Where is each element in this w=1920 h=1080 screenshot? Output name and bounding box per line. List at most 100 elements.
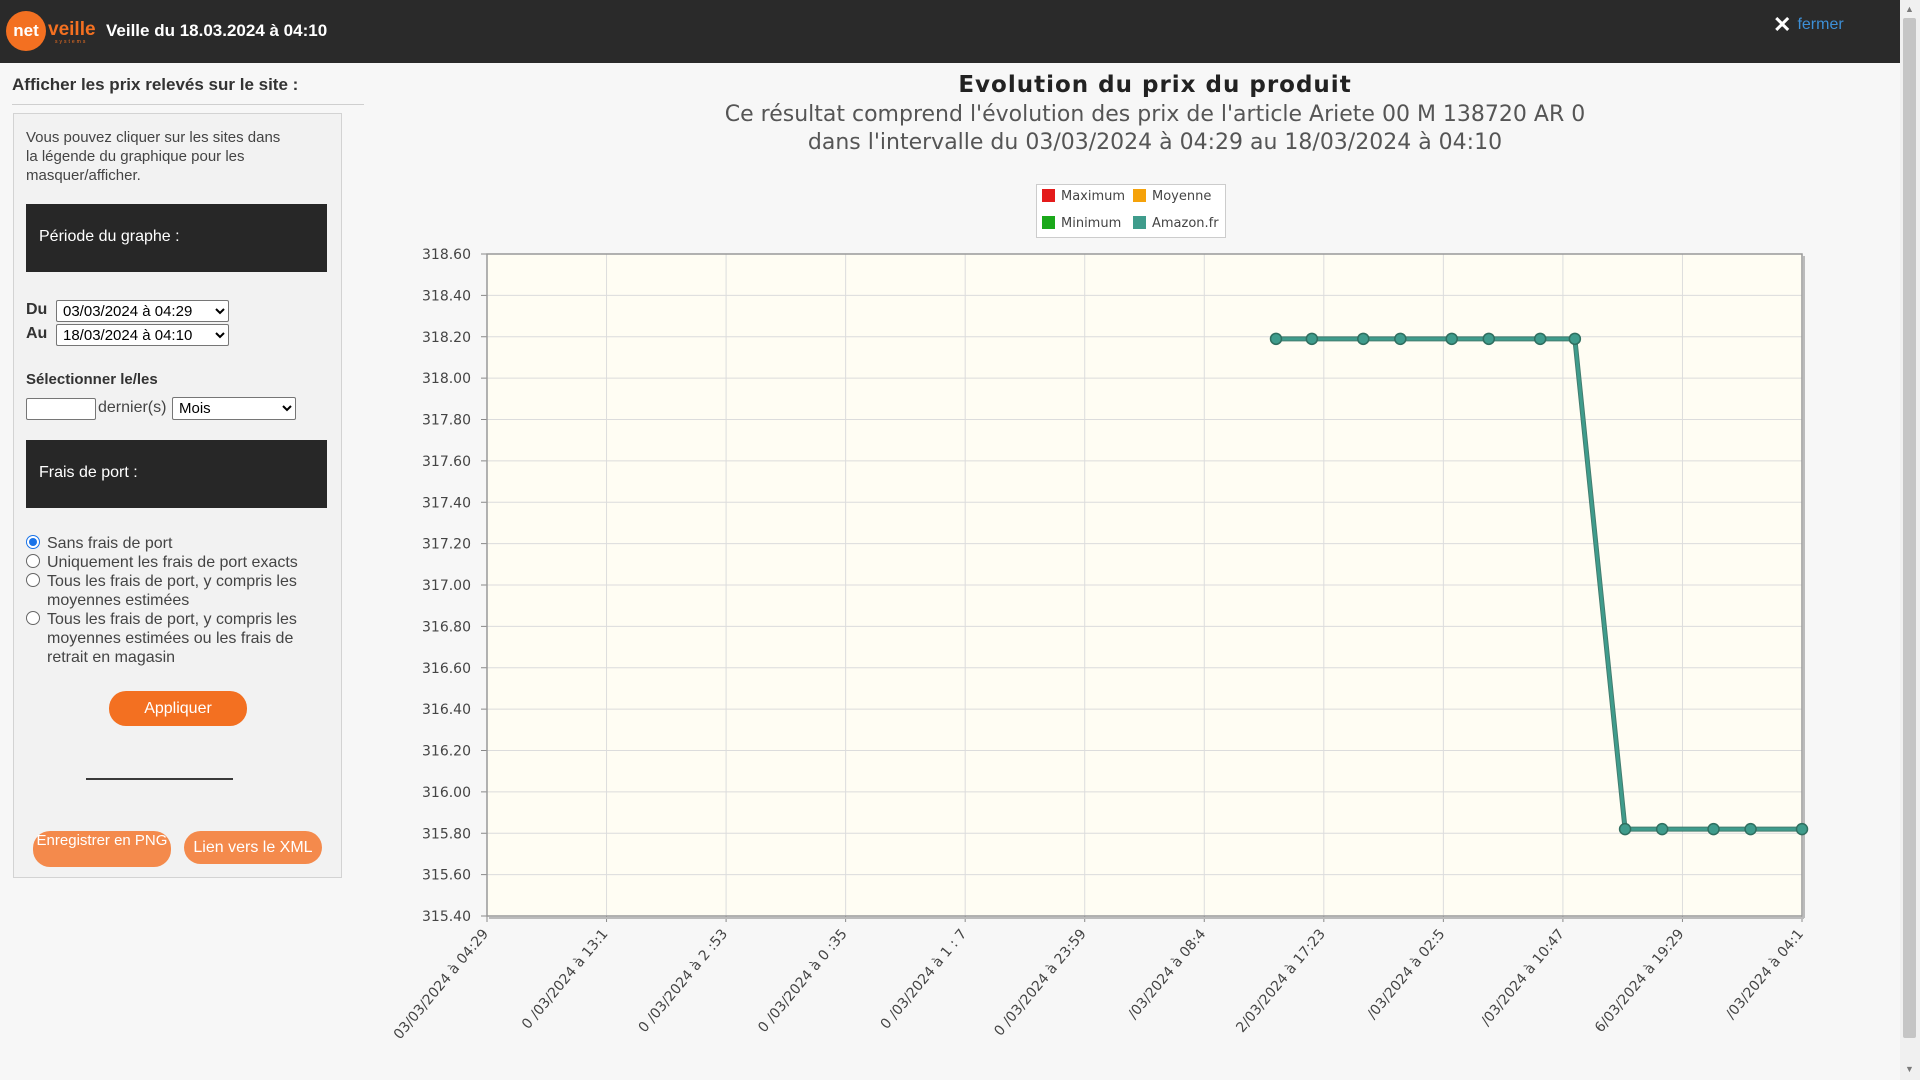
x-tick-label: 6/03/2024 à 19:29 — [1592, 926, 1688, 1036]
radio-label: Tous les frais de port, y compris les mo… — [47, 573, 297, 609]
shipping-label: Frais de port : — [39, 464, 138, 481]
radio-option-all-shipping-estimated[interactable]: Tous les frais de port, y compris les mo… — [26, 572, 331, 610]
logo-word: veille — [48, 19, 96, 40]
y-tick-label: 316.20 — [422, 744, 471, 760]
y-tick-label: 315.80 — [422, 826, 471, 842]
x-tick-label: 0 /03/2024 à 2 :53 — [636, 926, 732, 1036]
radio-option-exact-shipping[interactable]: Uniquement les frais de port exacts — [26, 553, 331, 572]
x-tick-label: 0 /03/2024 à 1 : 7 — [878, 926, 971, 1032]
legend-item-minimum[interactable]: Minimum — [1042, 216, 1121, 231]
data-point-amazon — [1707, 822, 1720, 836]
close-icon: ✕ — [1773, 12, 1792, 37]
y-tick-label: 317.00 — [422, 578, 471, 594]
du-label: Du — [26, 301, 48, 318]
netveille-logo: net veille systems — [6, 11, 96, 53]
legend-label: Minimum — [1061, 216, 1122, 231]
y-tick-label: 316.60 — [422, 661, 471, 677]
legend-item-moyenne[interactable]: Moyenne — [1133, 189, 1211, 204]
legend-swatch — [1042, 189, 1055, 202]
veille-title: Veille du 18.03.2024 à 04:10 — [106, 21, 328, 40]
start-date-select[interactable]: 03/03/2024 à 04:29 — [56, 300, 229, 322]
data-point-amazon — [1445, 332, 1458, 346]
save-png-button[interactable]: Enregistrer en PNG — [33, 831, 171, 867]
apply-button[interactable]: Appliquer — [109, 691, 247, 726]
legend-item-amazon[interactable]: Amazon.fr — [1133, 216, 1219, 231]
radio-option-no-shipping[interactable]: Sans frais de port — [26, 534, 331, 553]
scrollbar-thumb[interactable] — [1903, 18, 1916, 1038]
legend-label: Moyenne — [1152, 189, 1212, 204]
xml-link-button[interactable]: Lien vers le XML — [184, 831, 322, 864]
y-tick-label: 316.00 — [422, 785, 471, 801]
select-last-label: Sélectionner le/les — [26, 371, 158, 388]
radio-button[interactable] — [26, 554, 40, 568]
data-point-amazon — [1533, 332, 1547, 346]
data-point-amazon — [1305, 332, 1319, 346]
y-tick-label: 315.60 — [422, 868, 471, 884]
radio-label: Uniquement les frais de port exacts — [47, 554, 298, 571]
legend-swatch — [1133, 189, 1146, 202]
y-tick-label: 316.40 — [422, 702, 471, 718]
radio-label: Tous les frais de port, y compris les mo… — [47, 611, 297, 666]
radio-button[interactable] — [26, 611, 40, 625]
page-scrollbar[interactable]: ▲ ▼ — [1900, 0, 1920, 1080]
close-label: fermer — [1797, 16, 1844, 33]
data-point-amazon — [1394, 332, 1407, 346]
logo-badge: net — [6, 11, 46, 51]
y-tick-label: 318.20 — [422, 330, 471, 346]
y-tick-label: 317.80 — [422, 413, 471, 429]
data-point-amazon — [1357, 332, 1370, 346]
shipping-radio-group: Sans frais de port Uniquement les frais … — [26, 534, 331, 667]
data-point-amazon — [1655, 822, 1669, 836]
x-tick-label: 0 /03/2024 à 23:59 — [991, 926, 1089, 1039]
data-point-amazon — [1568, 332, 1582, 346]
radio-button-checked[interactable] — [26, 535, 40, 549]
x-tick-label: /03/2024 à 10:47 — [1478, 926, 1568, 1029]
period-label: Période du graphe : — [39, 228, 180, 245]
scroll-up-arrow-icon[interactable]: ▲ — [1905, 4, 1914, 14]
au-label: Au — [26, 325, 48, 342]
x-tick-label: /03/2024 à 04:1 — [1723, 926, 1807, 1022]
radio-label: Sans frais de port — [47, 535, 173, 552]
scroll-down-arrow-icon[interactable]: ▼ — [1905, 1064, 1914, 1074]
top-bar: net veille systems Veille du 18.03.2024 … — [0, 0, 1900, 63]
y-tick-label: 318.40 — [422, 288, 471, 304]
close-button[interactable]: ✕ fermer — [1773, 12, 1844, 38]
data-point-amazon — [1795, 822, 1809, 836]
x-tick-label: 0 /03/2024 à 0 :35 — [755, 926, 851, 1036]
data-point-amazon — [1618, 822, 1632, 836]
x-tick-label: /03/2024 à 08:4 — [1125, 926, 1209, 1022]
period-unit-select[interactable]: Mois — [172, 397, 296, 420]
data-point-amazon — [1269, 332, 1283, 346]
chart-title-block: Evolution du prix du produit Ce résultat… — [380, 72, 1920, 155]
legend-label: Amazon.fr — [1152, 216, 1219, 231]
data-point-amazon — [1744, 822, 1757, 836]
legend-item-maximum[interactable]: Maximum — [1042, 189, 1125, 204]
x-tick-label: 2/03/2024 à 17:23 — [1233, 926, 1329, 1036]
last-n-input[interactable] — [26, 398, 96, 420]
x-tick-label: /03/2024 à 02:5 — [1364, 926, 1448, 1022]
logo-subtitle: systems — [55, 39, 88, 45]
plot-frame — [486, 253, 1803, 917]
y-tick-label: 315.40 — [422, 909, 471, 925]
divider — [86, 778, 233, 780]
filter-panel: Vous pouvez cliquer sur les sites dans l… — [13, 113, 342, 878]
y-tick-label: 317.40 — [422, 495, 471, 511]
chart-legend: Maximum Moyenne Minimum Amazon.fr — [1036, 184, 1226, 238]
radio-button[interactable] — [26, 573, 40, 587]
y-tick-label: 317.60 — [422, 454, 471, 470]
x-tick-label: 03/03/2024 à 04:29 — [391, 926, 492, 1042]
chart-title: Evolution du prix du produit — [958, 72, 1352, 98]
legend-swatch — [1042, 216, 1055, 229]
shipping-section-header: Frais de port : — [26, 440, 327, 508]
chart-subtitle-article: Ce résultat comprend l'évolution des pri… — [724, 102, 1586, 127]
chart-subtitle-interval: dans l'intervalle du 03/03/2024 à 04:29 … — [807, 130, 1503, 155]
x-tick-label: 0 /03/2024 à 13:1 — [519, 926, 612, 1032]
end-date-select[interactable]: 18/03/2024 à 04:10 — [56, 324, 229, 346]
y-tick-label: 318.60 — [422, 247, 471, 263]
y-tick-label: 317.20 — [422, 537, 471, 553]
data-point-amazon — [1482, 332, 1496, 346]
dernier-label: dernier(s) — [98, 399, 167, 416]
legend-hint-text: Vous pouvez cliquer sur les sites dans l… — [26, 129, 281, 184]
radio-option-all-shipping-store-pickup[interactable]: Tous les frais de port, y compris les mo… — [26, 610, 331, 667]
